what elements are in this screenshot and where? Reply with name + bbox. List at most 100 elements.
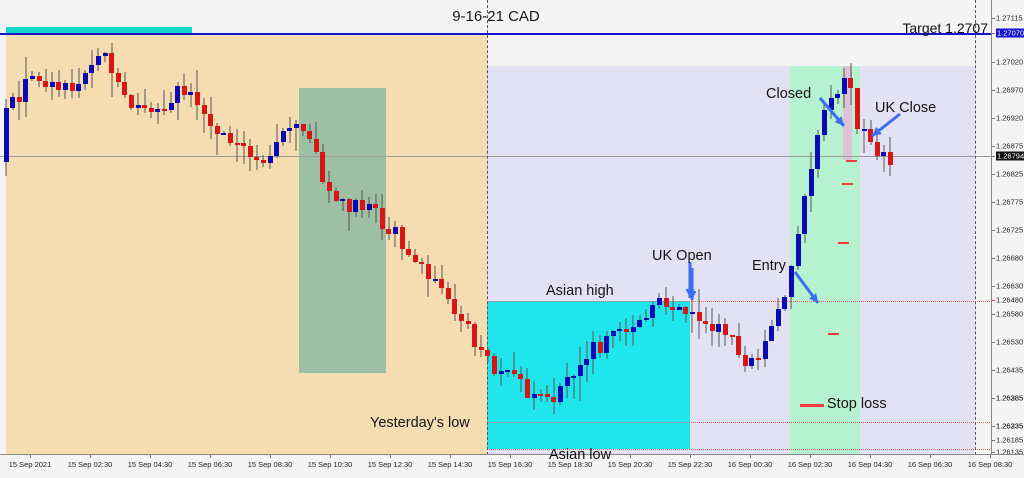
candle-body (841, 77, 847, 95)
candle-body (102, 53, 108, 56)
candle-body (135, 105, 141, 108)
candle-body (788, 266, 794, 297)
candlestick (36, 71, 42, 87)
candlestick (392, 221, 398, 248)
candlestick (637, 315, 643, 328)
candlestick (505, 369, 511, 377)
day-separator-0 (487, 0, 488, 455)
candlestick (788, 264, 794, 309)
price-axis[interactable]: 1.27115 1.27070 1.27020 1.26970 1.26920 1.268… (991, 0, 1024, 457)
time-tick-label: 16 Sep 06:30 (907, 460, 953, 469)
candle-body (62, 83, 68, 91)
candlestick (23, 56, 29, 118)
candle-body (10, 96, 16, 108)
candle-body (478, 346, 484, 351)
candle-wick (540, 388, 542, 403)
candle-wick (236, 128, 238, 162)
candle-body (254, 157, 260, 161)
candle-body (854, 88, 860, 129)
candle-body (755, 358, 761, 361)
time-tick-label: 15 Sep 06:30 (187, 460, 233, 469)
time-tick-label: 15 Sep 16:30 (487, 460, 533, 469)
time-axis[interactable]: 15 Sep 2021 15 Sep 02:30 15 Sep 04:30 15 Se… (0, 454, 1024, 478)
candle-wick (434, 266, 436, 283)
candle-body (887, 152, 893, 166)
candle-body (782, 296, 788, 310)
candle-body (709, 323, 715, 332)
candlestick (359, 190, 365, 218)
candlestick (439, 265, 445, 295)
candle-body (835, 94, 841, 98)
candlestick (274, 123, 280, 159)
candlestick (742, 345, 748, 372)
candlestick (346, 197, 352, 231)
candle-body (300, 124, 306, 131)
candle-body (36, 75, 42, 82)
candle-body (142, 105, 148, 109)
candle-body (287, 128, 293, 131)
annotation-asian-low: Asian low (549, 447, 612, 463)
candle-body (89, 64, 95, 74)
candle-body (392, 227, 398, 234)
candle-wick (645, 308, 647, 323)
candlestick (630, 314, 636, 346)
time-tick-label: 15 Sep 10:30 (307, 460, 353, 469)
candle-body (320, 152, 326, 182)
candlestick (386, 217, 392, 240)
time-tick-mark (810, 455, 811, 458)
candle-body (881, 152, 887, 157)
closed-arrow (818, 97, 846, 127)
price-tick: 1.26435 (992, 365, 1024, 375)
candle-wick (678, 303, 680, 311)
candle-body (43, 81, 49, 87)
time-tick-label: 15 Sep 04:30 (127, 460, 173, 469)
time-tick-label: 16 Sep 00:30 (727, 460, 773, 469)
price-tick-label: 1.26630 (996, 281, 1024, 291)
candle-body (181, 85, 187, 95)
candle-wick (507, 369, 509, 377)
candle-body (326, 181, 332, 191)
time-tick-mark (750, 455, 751, 458)
price-tick: 1.26185 (992, 435, 1024, 445)
price-tick: 1.26480 (992, 295, 1024, 305)
candle-wick (342, 197, 344, 211)
candlestick (531, 381, 537, 410)
candle-wick (163, 90, 165, 115)
price-plot[interactable] (0, 0, 992, 455)
candlestick (201, 97, 207, 133)
candlestick (148, 102, 154, 118)
candlestick (795, 225, 801, 270)
price-tick-label: 1.26285 (996, 393, 1024, 403)
price-tick: 1.26680 (992, 253, 1024, 263)
price-tick-label: 1.26185 (996, 435, 1024, 445)
candlestick (29, 70, 35, 81)
candle-body (452, 298, 458, 314)
candle-body (432, 278, 438, 281)
annotation-stop-loss: Stop loss (827, 396, 887, 412)
candle-body (161, 109, 167, 112)
candlestick (89, 49, 95, 88)
candle-body (524, 378, 530, 398)
candle-body (544, 393, 550, 398)
level-line-current-price (0, 156, 992, 157)
candlestick (802, 194, 808, 243)
price-tick: 1.26920 (992, 113, 1024, 123)
annotation-asian-high: Asian high (546, 283, 614, 299)
candlestick (716, 314, 722, 348)
partial-mark-0 (828, 333, 839, 335)
candlestick (656, 292, 662, 309)
candlestick (604, 330, 610, 360)
candlestick (340, 197, 346, 211)
price-tick: 1.26580 (992, 309, 1024, 319)
candlestick (188, 83, 194, 107)
candle-wick (408, 241, 410, 258)
time-tick-mark (870, 455, 871, 458)
candlestick (254, 145, 260, 171)
candle-body (623, 329, 629, 332)
candle-body (194, 91, 200, 105)
price-tick: 1.26630 (992, 281, 1024, 291)
candlestick (82, 69, 88, 90)
candle-body (439, 278, 445, 288)
candlestick (161, 90, 167, 115)
candlestick (564, 362, 570, 399)
